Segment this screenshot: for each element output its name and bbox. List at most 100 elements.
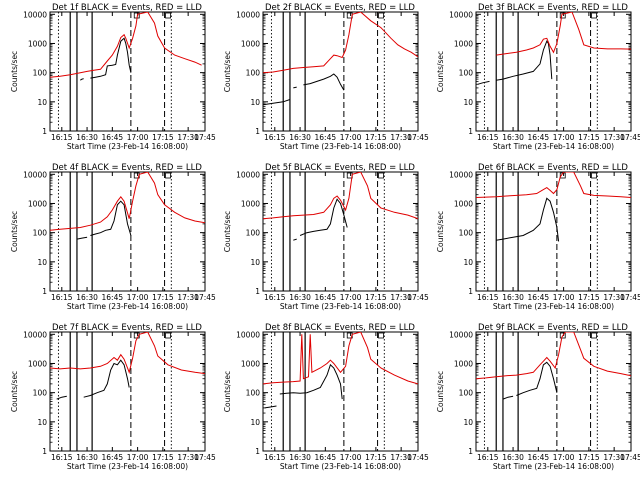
chart-title: Det 5f BLACK = Events, RED = LLD — [265, 163, 415, 173]
x-tick-label: 17:00 — [553, 293, 575, 302]
x-tick-label: 17:15 — [152, 293, 174, 302]
x-tick-label: 16:45 — [102, 293, 124, 302]
plot-frame — [475, 11, 632, 132]
chart-panel-4: Det 4f BLACK = Events, RED = LLD 16:15 16:… — [10, 163, 216, 311]
y-tick-label: 1000 — [28, 359, 47, 368]
series-line-events — [56, 395, 67, 400]
y-axis-label: Counts/sec — [436, 51, 445, 92]
chart-title: Det 1f BLACK = Events, RED = LLD — [52, 3, 202, 13]
x-tick-label: 16:30 — [289, 133, 311, 142]
y-tick-label: 100 — [33, 69, 48, 78]
series-line-lld — [50, 172, 205, 231]
time-markers — [57, 12, 172, 131]
x-tick-label: 16:30 — [76, 453, 98, 462]
series-line-lld — [263, 12, 418, 74]
y-tick-label: 10000 — [23, 170, 47, 179]
series-line-events — [90, 37, 132, 79]
chart-title: Det 6f BLACK = Events, RED = LLD — [478, 163, 628, 173]
x-tick-label: 17:15 — [365, 453, 387, 462]
x-axis-label: Start Time (23-Feb-14 16:08:00) — [280, 302, 401, 311]
series-group — [50, 172, 205, 240]
y-tick-label: 10000 — [236, 170, 260, 179]
y-tick-label: 1000 — [241, 199, 260, 208]
x-tick-label: 16:45 — [528, 133, 550, 142]
y-axis: 1 10 100 1000 10000 — [449, 170, 631, 296]
x-tick-label: 17:45 — [194, 453, 216, 462]
x-tick-label: 17:30 — [603, 133, 625, 142]
x-tick-label: 17:00 — [127, 453, 149, 462]
series-group — [50, 12, 202, 81]
x-axis-label: Start Time (23-Feb-14 16:08:00) — [67, 302, 188, 311]
y-tick-label: 10000 — [236, 330, 260, 339]
x-tick-label: 17:30 — [177, 453, 199, 462]
marker-symbol — [133, 332, 140, 339]
y-tick-label: 10 — [37, 258, 47, 267]
marker-symbol — [378, 12, 384, 19]
time-markers — [57, 332, 172, 451]
x-tick-label: 17:45 — [620, 293, 640, 302]
series-line-events — [264, 405, 277, 409]
series-line-events — [303, 73, 345, 91]
series-line-events — [293, 238, 297, 241]
chart-title: Det 4f BLACK = Events, RED = LLD — [52, 163, 202, 173]
marker-symbol — [165, 172, 171, 179]
series-line-events — [263, 99, 291, 106]
y-tick-label: 10 — [463, 98, 473, 107]
x-tick-label: 16:30 — [76, 133, 98, 142]
y-tick-label: 1000 — [28, 39, 47, 48]
x-tick-label: 16:30 — [289, 453, 311, 462]
x-tick-label: 17:45 — [620, 133, 640, 142]
x-axis-label: Start Time (23-Feb-14 16:08:00) — [280, 462, 401, 471]
y-axis-label: Counts/sec — [10, 211, 19, 252]
y-tick-label: 10000 — [449, 10, 473, 19]
x-tick-label: 16:15 — [51, 453, 73, 462]
series-line-events — [76, 236, 88, 240]
y-tick-label: 10 — [463, 418, 473, 427]
x-tick-label: 16:30 — [502, 133, 524, 142]
series-line-lld — [476, 332, 631, 380]
x-tick-label: 16:30 — [502, 293, 524, 302]
x-tick-label: 17:00 — [553, 453, 575, 462]
series-line-lld — [476, 172, 631, 198]
x-tick-label: 16:45 — [315, 453, 337, 462]
x-tick-label: 16:15 — [51, 293, 73, 302]
time-markers — [57, 172, 172, 291]
series-line-lld — [263, 172, 418, 220]
y-axis-label: Counts/sec — [10, 371, 19, 412]
series-group — [263, 332, 418, 409]
x-tick-label: 16:45 — [315, 133, 337, 142]
series-line-events — [516, 361, 558, 396]
x-tick-label: 17:45 — [620, 453, 640, 462]
x-tick-label: 16:30 — [502, 453, 524, 462]
x-tick-label: 17:00 — [127, 293, 149, 302]
x-tick-label: 17:15 — [365, 293, 387, 302]
time-markers — [270, 172, 385, 291]
series-line-events — [90, 200, 132, 236]
series-line-events — [83, 359, 130, 398]
y-axis-label: Counts/sec — [10, 51, 19, 92]
y-tick-label: 10000 — [236, 10, 260, 19]
y-axis-label: Counts/sec — [223, 51, 232, 92]
y-tick-label: 10000 — [23, 10, 47, 19]
x-axis-label: Start Time (23-Feb-14 16:08:00) — [493, 462, 614, 471]
series-line-events — [80, 78, 84, 81]
chart-title: Det 9f BLACK = Events, RED = LLD — [478, 323, 628, 333]
x-tick-label: 17:45 — [407, 453, 429, 462]
y-axis-label: Counts/sec — [436, 371, 445, 412]
y-tick-label: 1 — [42, 447, 47, 456]
plot-frame — [262, 331, 419, 452]
x-tick-label: 16:30 — [289, 293, 311, 302]
series-group — [476, 172, 631, 242]
plot-frame — [262, 11, 419, 132]
marker-symbol — [378, 332, 384, 339]
y-axis-label: Counts/sec — [436, 211, 445, 252]
y-axis: 1 10 100 1000 10000 — [236, 170, 418, 296]
series-line-lld — [50, 12, 202, 78]
plot-frame — [49, 11, 206, 132]
